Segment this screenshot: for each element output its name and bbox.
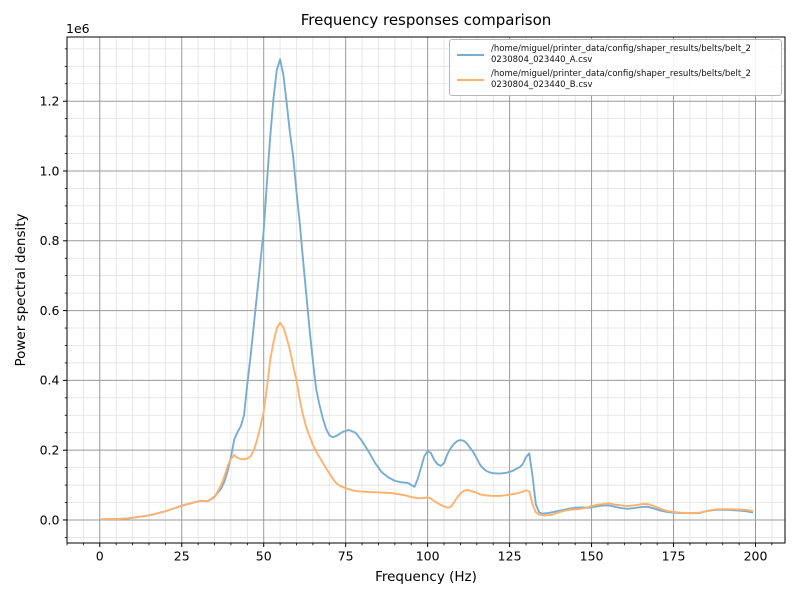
- legend-label-b-line2: 0230804_023440_B.csv: [491, 79, 593, 90]
- axes-frame: [66, 36, 786, 544]
- legend-label-a-line1: /home/miguel/printer_data/config/shaper_…: [491, 44, 751, 54]
- y-tick-label: 0.0: [40, 512, 60, 527]
- y-axis-offset-label: 1e6: [66, 21, 90, 36]
- legend-swatch-a: [457, 53, 484, 56]
- legend-label-b: /home/miguel/printer_data/config/shaper_…: [491, 69, 751, 91]
- x-tick-label: 200: [744, 549, 768, 564]
- x-tick-label: 75: [338, 549, 354, 564]
- legend-label-b-line1: /home/miguel/printer_data/config/shaper_…: [491, 68, 751, 79]
- x-axis-label: Frequency (Hz): [375, 569, 477, 585]
- x-tick-label: 175: [662, 549, 686, 564]
- chart-title: Frequency responses comparison: [300, 11, 552, 29]
- legend: /home/miguel/printer_data/config/shaper_…: [449, 39, 782, 96]
- series-line-b: [100, 321, 754, 521]
- y-tick-label: 0.6: [40, 303, 60, 318]
- y-tick-label: 0.2: [40, 442, 60, 457]
- x-tick-label: 0: [96, 549, 104, 564]
- x-tick-label: 50: [256, 549, 272, 564]
- legend-entry-b: /home/miguel/printer_data/config/shaper_…: [457, 69, 775, 91]
- x-tick-label: 100: [416, 549, 440, 564]
- x-tick-label: 125: [498, 549, 522, 564]
- y-tick-label: 0.4: [40, 373, 60, 388]
- y-tick-label: 1.2: [40, 94, 60, 109]
- y-axis-label: Power spectral density: [13, 213, 29, 367]
- y-tick-label: 1.0: [40, 163, 60, 178]
- series-line-a: [100, 58, 754, 521]
- legend-entry-a: /home/miguel/printer_data/config/shaper_…: [457, 44, 775, 66]
- y-tick-label: 0.8: [40, 233, 60, 248]
- x-tick-label: 25: [174, 549, 190, 564]
- legend-swatch-b: [457, 78, 484, 81]
- legend-label-a: /home/miguel/printer_data/config/shaper_…: [491, 44, 751, 66]
- legend-label-a-line2: 0230804_023440_A.csv: [491, 54, 593, 65]
- x-tick-label: 150: [580, 549, 604, 564]
